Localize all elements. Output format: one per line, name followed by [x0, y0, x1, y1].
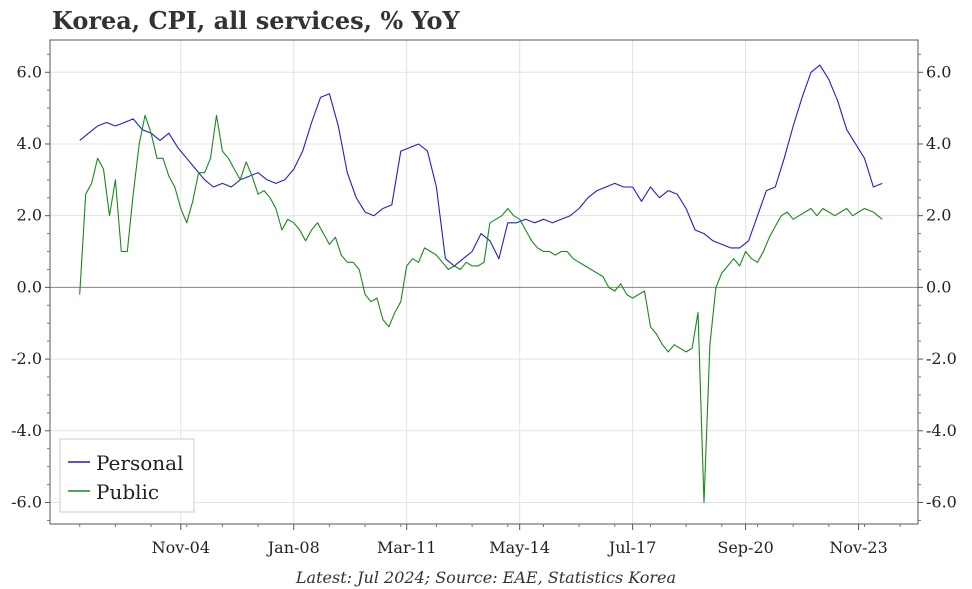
x-tick-label: Jul-17: [607, 538, 657, 557]
y-tick-label-right: 4.0: [926, 134, 951, 153]
legend-box: [59, 438, 195, 513]
plot-frame: [49, 39, 919, 525]
y-tick-label-left: 2.0: [17, 206, 42, 225]
series-line-public: [79, 114, 883, 504]
y-tick-label-left: -2.0: [11, 349, 42, 368]
y-tick-label-right: -2.0: [926, 349, 957, 368]
x-tick-label: Sep-20: [717, 538, 773, 557]
y-tick-label-right: 2.0: [926, 206, 951, 225]
legend: Personal Public: [59, 438, 195, 513]
y-tick-label-left: 0.0: [17, 277, 42, 296]
y-tick-label-left: -4.0: [11, 421, 42, 440]
y-tick-label-left: -6.0: [11, 492, 42, 511]
legend-label-public: Public: [96, 480, 159, 504]
legend-label-personal: Personal: [96, 451, 183, 475]
y-tick-label-left: 6.0: [17, 62, 42, 81]
chart-title: Korea, CPI, all services, % YoY: [52, 6, 460, 35]
y-tick-label-right: 0.0: [926, 277, 951, 296]
series-layer: [79, 64, 883, 504]
y-tick-label-right: 6.0: [926, 62, 951, 81]
axes: -6.0 -6.0 -4.0 -4.0 -2.0 -2.0 0.0 0.0 2.0 2.0 4.0 4…: [11, 53, 957, 557]
grid: [50, 40, 918, 524]
y-tick-label-left: 4.0: [17, 134, 42, 153]
x-tick-label: Jan-08: [266, 538, 320, 557]
series-line-personal: [79, 64, 883, 267]
y-tick-label-right: -4.0: [926, 421, 957, 440]
x-tick-label: May-14: [489, 538, 550, 557]
x-tick-label: Nov-04: [152, 538, 210, 557]
x-tick-label: Mar-11: [377, 538, 436, 557]
x-tick-label: Nov-23: [829, 538, 887, 557]
y-tick-label-right: -6.0: [926, 492, 957, 511]
footnote: Latest: Jul 2024; Source: EAE, Statistic…: [295, 568, 676, 587]
